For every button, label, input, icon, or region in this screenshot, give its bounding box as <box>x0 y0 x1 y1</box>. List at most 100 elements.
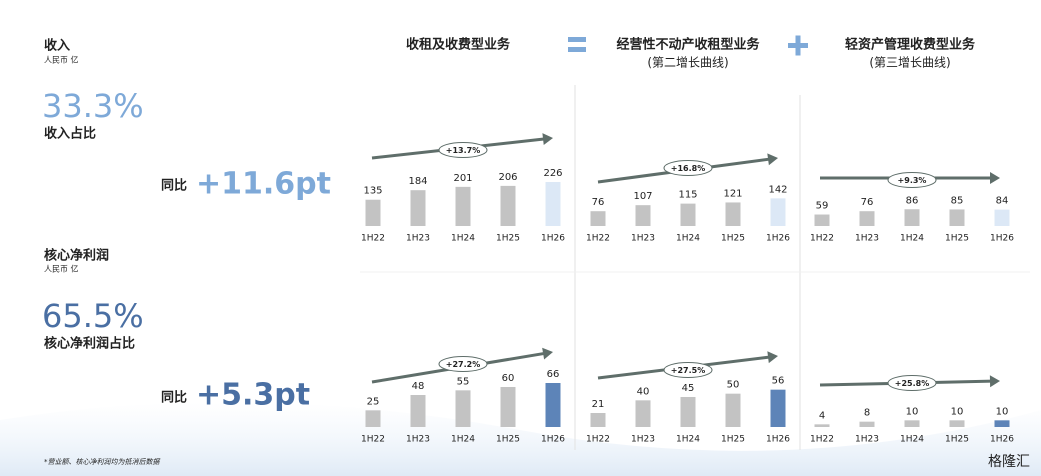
value-label: 115 <box>678 190 697 201</box>
value-label: 56 <box>772 376 785 387</box>
plus-icon <box>795 35 801 56</box>
annotation: +27.5% <box>671 366 705 375</box>
value-label: 10 <box>906 406 919 417</box>
bar <box>590 413 606 427</box>
bar <box>949 420 965 427</box>
share: 33.3% <box>42 87 144 125</box>
value-label: 48 <box>412 381 425 392</box>
x-tick-label: 1H26 <box>766 234 790 244</box>
x-tick-label: 1H26 <box>766 435 790 445</box>
bar <box>814 424 830 427</box>
value-label: 84 <box>996 196 1009 207</box>
bar <box>994 420 1010 427</box>
x-tick-label: 1H26 <box>990 435 1014 445</box>
x-tick-label: 1H24 <box>676 234 700 244</box>
yoy: +5.3pt <box>196 378 310 413</box>
x-tick-label: 1H25 <box>721 234 745 244</box>
bar <box>410 395 426 427</box>
bar <box>410 190 426 226</box>
bar <box>680 397 696 427</box>
annotation-badge <box>438 356 488 372</box>
annotation: +9.3% <box>898 176 927 185</box>
label: 核心净利润 <box>44 248 109 264</box>
bar <box>365 410 381 427</box>
label: 核心净利润占比 <box>44 336 135 352</box>
label: 同比 <box>161 178 187 194</box>
value-label: 121 <box>723 188 742 199</box>
value-label: 85 <box>951 195 964 206</box>
annotation: +16.8% <box>671 164 705 173</box>
bar <box>994 209 1010 226</box>
bar <box>859 211 875 226</box>
x-tick-label: 1H23 <box>631 435 655 445</box>
annotation-badge <box>438 142 488 158</box>
annotation: +13.7% <box>446 146 480 155</box>
x-tick-label: 1H25 <box>496 234 520 244</box>
bar <box>590 211 606 226</box>
value-label: 8 <box>864 408 870 419</box>
value-label: 40 <box>637 386 650 397</box>
x-tick-label: 1H22 <box>586 234 610 244</box>
value-label: 59 <box>816 201 829 212</box>
value-label: 142 <box>768 184 787 195</box>
value-label: 201 <box>453 173 472 184</box>
x-tick-label: 1H25 <box>945 234 969 244</box>
footnote: *营业额、核心净利润均为抵消后数据 <box>44 458 160 466</box>
x-tick-label: 1H24 <box>900 234 924 244</box>
x-tick-label: 1H23 <box>855 234 879 244</box>
bar <box>455 390 471 427</box>
x-tick-label: 1H24 <box>900 435 924 445</box>
x-tick-label: 1H26 <box>541 435 565 445</box>
bar <box>814 214 830 226</box>
bar <box>635 205 651 226</box>
x-tick-label: 1H24 <box>676 435 700 445</box>
x-tick-label: 1H23 <box>406 234 430 244</box>
equals-icon <box>568 37 586 42</box>
value-label: 10 <box>951 406 964 417</box>
bar <box>500 185 516 226</box>
trend-arrowhead <box>542 347 553 360</box>
x-tick-label: 1H24 <box>451 234 475 244</box>
x-tick-label: 1H22 <box>361 435 385 445</box>
x-tick-label: 1H23 <box>855 435 879 445</box>
x-tick-label: 1H22 <box>586 435 610 445</box>
annotation-badge <box>663 362 713 378</box>
trend-arrowhead <box>767 153 778 166</box>
value-label: 66 <box>547 369 560 380</box>
x-tick-label: 1H22 <box>361 234 385 244</box>
column-title: 收租及收费型业务 <box>406 37 511 53</box>
trend-arrowhead <box>990 172 1000 184</box>
bar <box>770 198 786 226</box>
value-label: 10 <box>996 406 1009 417</box>
value-label: 226 <box>543 168 562 179</box>
annotation-badge <box>887 375 937 391</box>
label: 收入 <box>44 38 70 54</box>
value-label: 206 <box>498 172 517 183</box>
trend-arrowhead <box>989 375 1000 388</box>
value-label: 50 <box>727 380 740 391</box>
value-label: 76 <box>861 197 874 208</box>
value-label: 4 <box>819 410 825 421</box>
share: 65.5% <box>42 297 144 335</box>
annotation: +27.2% <box>446 360 480 369</box>
value-label: 76 <box>592 197 605 208</box>
column-title: 经营性不动产收租型业务 <box>616 37 760 53</box>
bar <box>904 209 920 226</box>
equals-icon <box>568 47 586 52</box>
annotation-badge <box>887 172 937 188</box>
x-tick-label: 1H23 <box>406 435 430 445</box>
column-subtitle: (第三增长曲线) <box>869 56 950 70</box>
bar <box>949 209 965 226</box>
value-label: 21 <box>592 399 605 410</box>
unit: 人民币 亿 <box>44 55 79 65</box>
x-tick-label: 1H26 <box>541 234 565 244</box>
value-label: 45 <box>682 383 695 394</box>
value-label: 25 <box>367 396 380 407</box>
bar <box>500 387 516 427</box>
bar <box>725 202 741 226</box>
watermark: 格隆汇 <box>988 454 1030 470</box>
x-tick-label: 1H25 <box>945 435 969 445</box>
bar <box>455 186 471 226</box>
label: 收入占比 <box>44 126 96 142</box>
